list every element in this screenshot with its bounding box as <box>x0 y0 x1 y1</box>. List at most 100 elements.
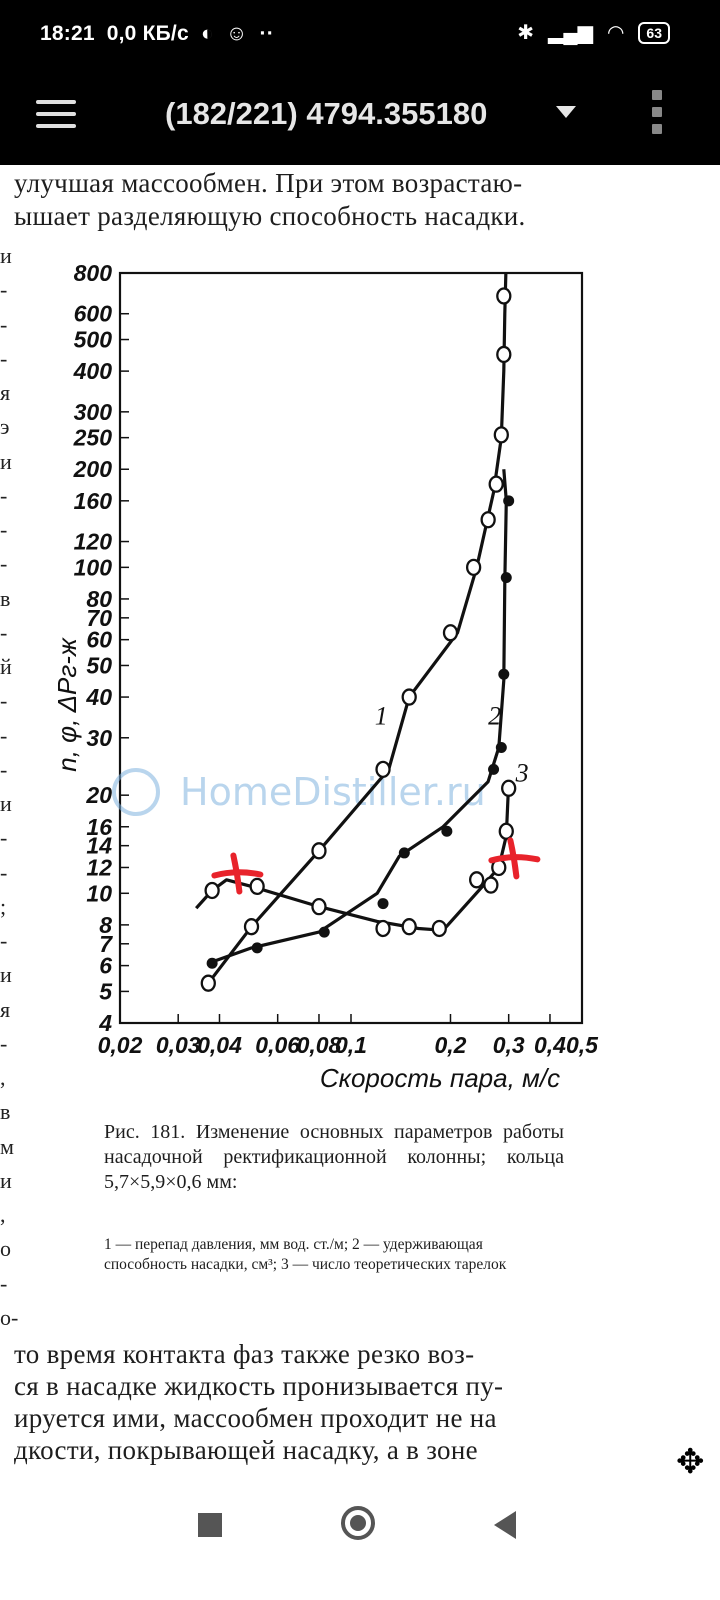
series-2-point <box>206 957 218 969</box>
series-3-point <box>483 876 499 894</box>
series-3-point <box>431 919 447 938</box>
network-speed: 0,0 КБ/с <box>106 22 189 45</box>
series-2-point <box>500 572 512 584</box>
text-line: ся в насадке жидкость пронизывается пу- <box>14 1371 504 1401</box>
overflow-icon[interactable] <box>652 90 664 146</box>
y-tick-label: 12 <box>86 854 112 880</box>
y-tick-label: 6 <box>99 953 112 979</box>
x-axis-label: Скорость пара, м/с <box>320 1063 560 1093</box>
y-tick-label: 20 <box>85 782 112 808</box>
x-tick-label: 0,4 <box>534 1032 566 1058</box>
y-tick-label: 5 <box>99 978 113 1004</box>
y-tick-label: 16 <box>86 814 112 840</box>
status-left: 18:21 0,0 КБ/с ◐ ☺ ·· <box>40 22 280 46</box>
margin-char: ; <box>0 893 7 919</box>
watermark-logo-icon <box>112 768 160 816</box>
x-tick-label: 0,03 <box>156 1032 201 1058</box>
series-3-point <box>249 877 265 896</box>
x-tick-label: 0,06 <box>255 1032 300 1058</box>
series-2-line <box>207 469 508 965</box>
dropdown-icon[interactable] <box>556 106 576 118</box>
y-tick-label: 80 <box>86 586 112 612</box>
y-tick-label: 400 <box>73 358 113 384</box>
series-3-point <box>311 897 327 916</box>
margin-char: - <box>0 311 8 337</box>
margin-char: - <box>0 1030 8 1056</box>
text-line: ируется ими, массообмен проходит не на <box>14 1403 497 1433</box>
document-title[interactable]: (182/221) 4794.355180 <box>165 96 488 131</box>
y-tick-label: 300 <box>74 399 113 425</box>
series-label: 3 <box>515 759 529 788</box>
signal-icon: ▂▄▆ <box>548 22 593 44</box>
recent-apps-button[interactable] <box>198 1513 222 1537</box>
mail-icon: ☺ <box>225 22 248 45</box>
series-2-point <box>251 942 263 954</box>
margin-char: я <box>0 996 11 1022</box>
margin-char: я <box>0 380 11 406</box>
status-right: ✱ ▂▄▆ ◠ 63 <box>517 20 670 45</box>
margin-char: о <box>0 1236 11 1262</box>
menu-icon[interactable] <box>36 100 76 132</box>
margin-char: й <box>0 654 12 680</box>
chart: 4567810121416203040506070801001201602002… <box>52 260 599 1093</box>
app-bar: (182/221) 4794.355180 <box>0 70 720 165</box>
margin-char: - <box>0 551 8 577</box>
x-tick-label: 0,08 <box>297 1032 342 1058</box>
series-2-point <box>503 495 515 507</box>
y-axis-label: n, φ, ΔPг-ж <box>52 637 82 772</box>
bluetooth-icon: ✱ <box>517 22 535 44</box>
move-icon[interactable]: ✥ <box>676 1443 705 1481</box>
text-line: улучшая массообмен. При этом возрастаю- <box>14 168 523 198</box>
margin-char: и <box>0 791 12 817</box>
series-2-point <box>398 847 410 859</box>
text-line: то время контакта фаз также резко воз- <box>14 1339 475 1369</box>
y-tick-label: 600 <box>74 301 113 327</box>
margin-char: и <box>0 1167 12 1193</box>
series-label: 1 <box>375 701 388 730</box>
series-1-point <box>442 624 459 642</box>
x-tick-label: 0,1 <box>335 1032 367 1058</box>
red-cross-mark <box>230 852 243 895</box>
series-1-point <box>401 688 417 706</box>
more-notifications-icon: ·· <box>259 22 274 45</box>
series-1-point <box>493 426 509 444</box>
series-3-point <box>401 918 417 936</box>
margin-char: в <box>0 585 11 611</box>
navigation-bar <box>0 1480 720 1600</box>
margin-char: - <box>0 1270 8 1296</box>
y-tick-label: 250 <box>73 425 113 451</box>
series-3-point <box>501 779 517 797</box>
y-tick-label: 120 <box>74 529 113 555</box>
margin-char: - <box>0 825 8 851</box>
document-page[interactable]: улучшая массообмен. При этом возрастаю- … <box>0 165 720 1480</box>
y-tick-label: 7 <box>99 931 113 957</box>
margin-char: о- <box>0 1305 19 1330</box>
series-3-point <box>469 871 485 889</box>
y-tick-label: 70 <box>86 605 112 631</box>
series-3-point <box>498 822 514 840</box>
y-tick-label: 10 <box>86 880 112 906</box>
series-1-point <box>243 918 260 936</box>
series-2-point <box>377 898 389 910</box>
clock: 18:21 <box>40 22 95 45</box>
margin-char: - <box>0 619 8 645</box>
y-tick-label: 14 <box>86 833 112 859</box>
text-line: дкости, покрывающей насадку, а в зоне <box>14 1435 478 1465</box>
x-tick-label: 0,02 <box>98 1032 143 1058</box>
home-button[interactable] <box>341 1506 375 1540</box>
back-button[interactable] <box>494 1511 516 1539</box>
margin-char: - <box>0 277 8 303</box>
margin-char: - <box>0 482 8 508</box>
margin-char: - <box>0 722 8 748</box>
margin-char: э <box>0 414 10 440</box>
y-tick-label: 160 <box>74 488 113 514</box>
margin-char: м <box>0 1133 14 1159</box>
y-tick-label: 30 <box>86 725 112 751</box>
y-tick-label: 800 <box>74 260 113 286</box>
margin-char: и <box>0 243 12 268</box>
battery-icon: 63 <box>638 21 670 44</box>
series-3-point <box>375 919 391 938</box>
margin-char: - <box>0 345 8 371</box>
series-2-point <box>498 668 510 680</box>
wifi-icon: ◠ <box>606 22 625 44</box>
